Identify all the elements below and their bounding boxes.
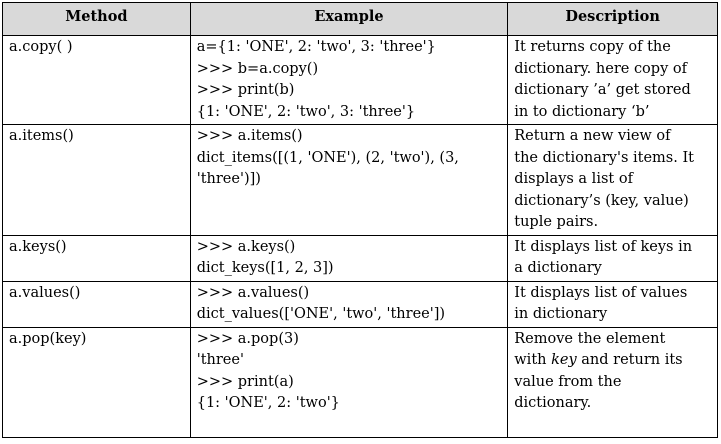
- table-row: a.items() >>> a.items() dict_items([(1, …: [2, 124, 718, 236]
- example-line: >>> print(b): [196, 82, 295, 98]
- example-line: >>> a.values(): [196, 284, 310, 301]
- methods-table: Method Example Description a.copy( ) a={…: [2, 2, 718, 438]
- description-line: tuple pairs.: [514, 214, 599, 230]
- method-cell: a.copy( ): [2, 35, 191, 125]
- example-line: 'three')]): [196, 171, 261, 187]
- method-cell: a.pop(key): [2, 326, 191, 438]
- example-line: dict_keys([1, 2, 3]): [196, 260, 334, 276]
- header-row: Method Example Description: [2, 2, 718, 36]
- description-line: It returns copy of the: [514, 39, 671, 55]
- description-line: with key and return its: [514, 350, 711, 372]
- example-line: {1: 'ONE', 2: 'two'}: [196, 395, 340, 411]
- description-cell: It returns copy of the dictionary. here …: [507, 35, 718, 125]
- key-emphasis: key: [551, 352, 577, 368]
- description-line: displays a list of: [514, 171, 633, 187]
- description-line: value from the: [514, 373, 622, 390]
- description-line: the dictionary's items. It: [514, 149, 695, 166]
- description-line: Return a new view of: [514, 128, 671, 144]
- description-cell: It displays list of values in dictionary: [507, 280, 718, 328]
- table-row: a.pop(key) >>> a.pop(3) 'three' >>> prin…: [2, 326, 718, 438]
- example-line: >>> a.items(): [196, 128, 303, 144]
- description-line: dictionary’s (key, value): [514, 192, 689, 209]
- description-line: a dictionary: [514, 260, 602, 276]
- description-line: dictionary.: [514, 395, 592, 411]
- description-line: Remove the element: [514, 330, 666, 347]
- table-row: a.keys() >>> a.keys() dict_keys([1, 2, 3…: [2, 234, 718, 282]
- method-cell: a.keys(): [2, 234, 191, 282]
- example-line: >>> print(a): [196, 373, 294, 390]
- description-cell: Return a new view of the dictionary's it…: [507, 124, 718, 236]
- example-cell: >>> a.keys() dict_keys([1, 2, 3]): [189, 234, 509, 282]
- example-cell: >>> a.pop(3) 'three' >>> print(a) {1: 'O…: [189, 326, 509, 438]
- header-description: Description: [507, 2, 718, 36]
- example-line: a={1: 'ONE', 2: 'two', 3: 'three'}: [196, 39, 436, 55]
- example-line: {1: 'ONE', 2: 'two', 3: 'three'}: [196, 103, 416, 120]
- example-line: >>> a.keys(): [196, 238, 296, 255]
- example-line: 'three': [196, 352, 244, 368]
- description-cell: Remove the element with key and return i…: [507, 326, 718, 438]
- method-cell: a.items(): [2, 124, 191, 236]
- header-method: Method: [2, 2, 191, 36]
- example-cell: >>> a.items() dict_items([(1, 'ONE'), (2…: [189, 124, 509, 236]
- description-fragment: with: [514, 352, 552, 368]
- description-line: in to dictionary ‘b’: [514, 103, 650, 120]
- example-cell: >>> a.values() dict_values(['ONE', 'two'…: [189, 280, 509, 328]
- method-cell: a.values(): [2, 280, 191, 328]
- description-line: in dictionary: [514, 306, 608, 322]
- description-fragment: and return its: [576, 352, 683, 368]
- example-line: >>> a.pop(3): [196, 330, 299, 347]
- description-line: dictionary. here copy of: [514, 60, 687, 77]
- header-example: Example: [189, 2, 509, 36]
- example-line: dict_items([(1, 'ONE'), (2, 'two'), (3,: [196, 149, 459, 166]
- description-line: It displays list of values: [514, 284, 688, 301]
- example-line: >>> b=a.copy(): [196, 60, 319, 77]
- table-row: a.values() >>> a.values() dict_values(['…: [2, 280, 718, 328]
- description-line: It displays list of keys in: [514, 238, 693, 255]
- table-row: a.copy( ) a={1: 'ONE', 2: 'two', 3: 'thr…: [2, 35, 718, 125]
- example-cell: a={1: 'ONE', 2: 'two', 3: 'three'} >>> b…: [189, 35, 509, 125]
- description-cell: It displays list of keys in a dictionary: [507, 234, 718, 282]
- example-line: dict_values(['ONE', 'two', 'three']): [196, 306, 446, 322]
- description-line: dictionary ’a’ get stored: [514, 82, 691, 98]
